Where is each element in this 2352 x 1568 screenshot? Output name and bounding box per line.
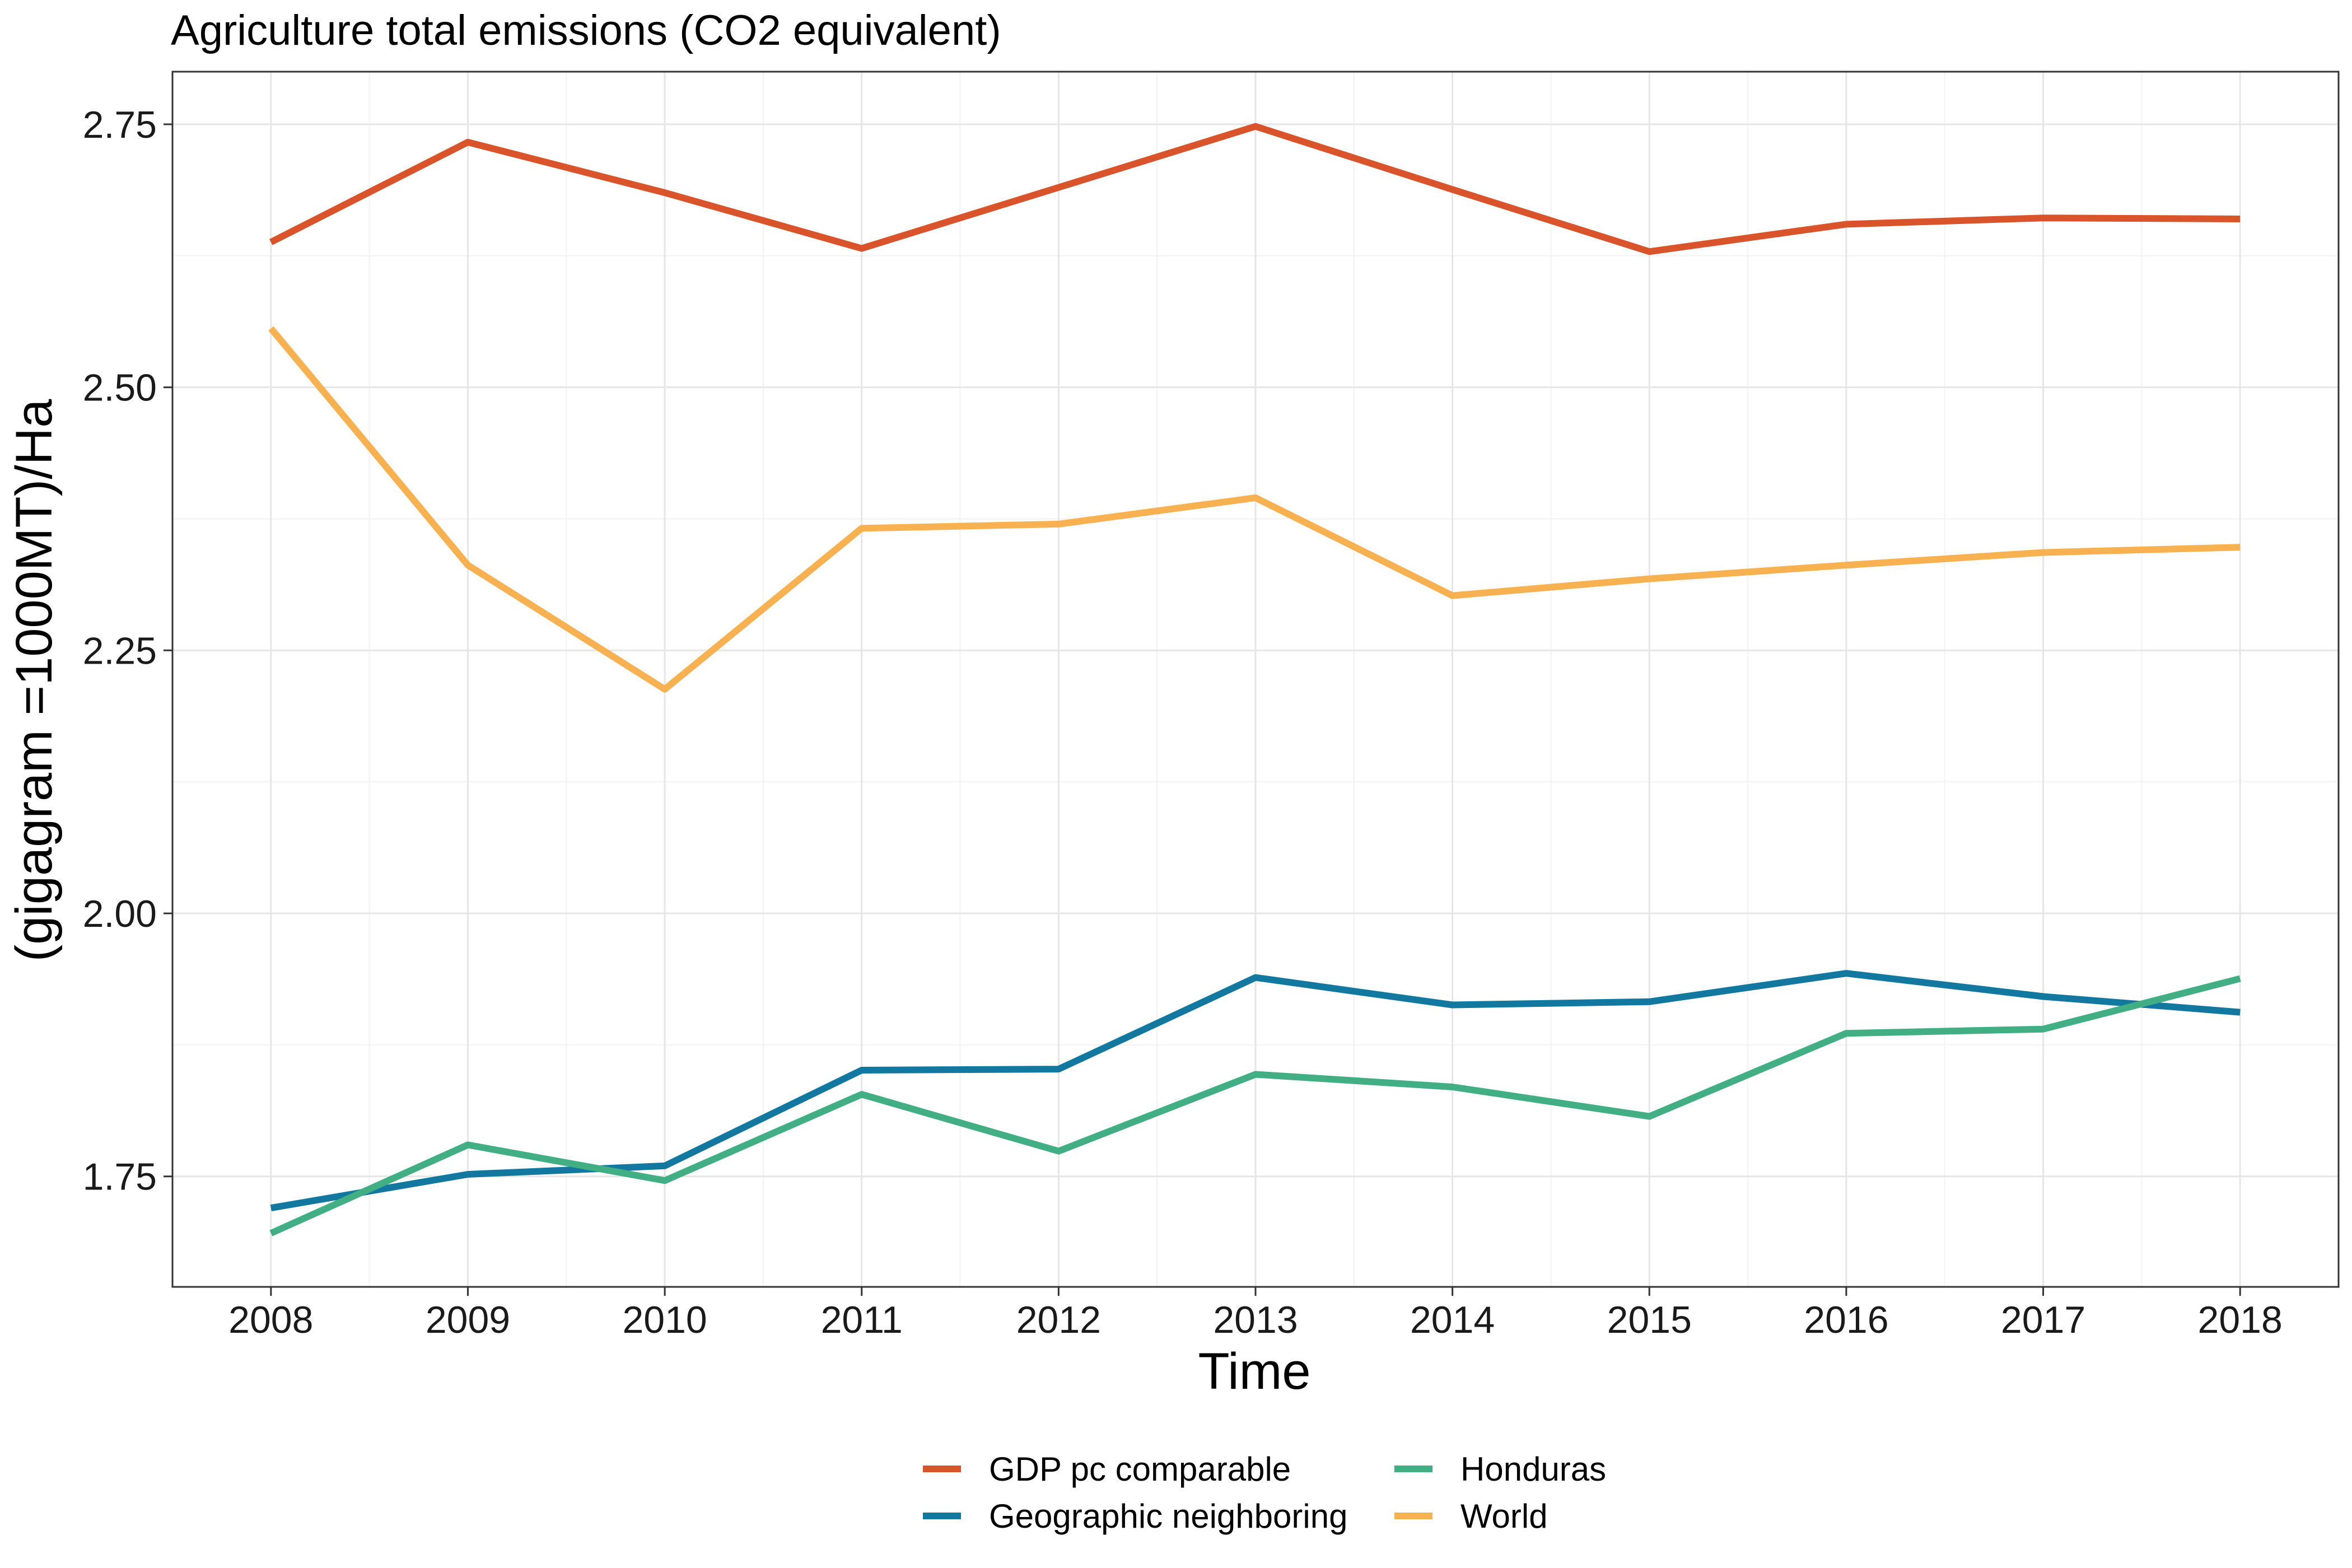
x-tick-label: 2009 bbox=[426, 1299, 510, 1341]
y-axis-tick-labels: 1.75 2.00 2.25 2.50 2.75 bbox=[83, 104, 157, 1198]
y-tick-label: 2.50 bbox=[83, 367, 157, 409]
x-tick-label: 2008 bbox=[228, 1299, 313, 1341]
minor-gridlines bbox=[172, 72, 2339, 1287]
major-gridlines bbox=[172, 72, 2339, 1287]
axis-ticks bbox=[164, 123, 2241, 1296]
x-axis-tick-labels: 2008 2009 2010 2011 2012 2013 2014 2015 2016 2017… bbox=[228, 1299, 2283, 1341]
chart-title: Agriculture total emissions (CO2 equival… bbox=[171, 7, 1001, 54]
x-tick-label: 2018 bbox=[2198, 1299, 2283, 1341]
y-tick-label: 2.75 bbox=[83, 104, 157, 146]
x-tick-label: 2017 bbox=[2001, 1299, 2085, 1341]
x-tick-label: 2012 bbox=[1016, 1299, 1101, 1341]
x-tick-label: 2011 bbox=[821, 1299, 903, 1341]
x-axis-title: Time bbox=[1198, 1343, 1310, 1400]
series-line-2 bbox=[269, 975, 2241, 1236]
y-tick-label: 2.25 bbox=[83, 629, 157, 672]
x-tick-label: 2010 bbox=[622, 1299, 707, 1341]
legend-label-0: GDP pc comparable bbox=[989, 1450, 1291, 1488]
legend-label-3: World bbox=[1460, 1497, 1548, 1535]
y-tick-label: 1.75 bbox=[83, 1156, 157, 1198]
series-lines bbox=[268, 123, 2241, 1236]
legend-label-2: Honduras bbox=[1460, 1450, 1606, 1488]
x-tick-label: 2013 bbox=[1213, 1299, 1298, 1341]
y-tick-label: 2.00 bbox=[83, 893, 157, 935]
series-line-3 bbox=[268, 326, 2241, 693]
y-axis-title: (gigagram =1000MT)/Ha bbox=[6, 399, 63, 962]
x-tick-label: 2016 bbox=[1804, 1299, 1888, 1341]
legend: GDP pc comparable Geographic neighboring H… bbox=[923, 1450, 1606, 1535]
legend-label-1: Geographic neighboring bbox=[989, 1497, 1347, 1535]
x-tick-label: 2015 bbox=[1607, 1299, 1692, 1341]
series-line-0 bbox=[269, 123, 2241, 255]
x-tick-label: 2014 bbox=[1410, 1299, 1495, 1341]
